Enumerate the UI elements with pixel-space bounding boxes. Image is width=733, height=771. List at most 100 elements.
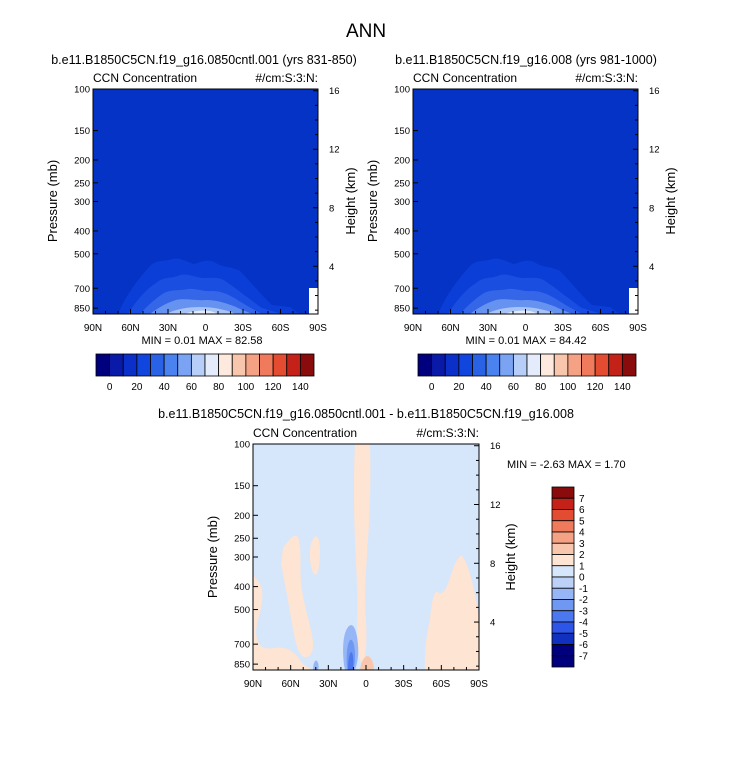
colorbar-label: -4 — [579, 618, 588, 629]
colorbar-label: -5 — [579, 629, 588, 640]
colorbar-swatch — [177, 353, 192, 377]
panel-difference-pos-blob — [310, 536, 321, 575]
colorbar-label: 0 — [429, 382, 435, 393]
colorbar-label: 20 — [453, 382, 465, 393]
colorbar-label: 1 — [579, 561, 585, 572]
colorbar-label: 5 — [579, 516, 585, 527]
colorbar-label: 100 — [560, 382, 577, 393]
y2-tick-label: 4 — [329, 262, 334, 273]
panel-difference: b.e11.B1850C5CN.f19_g16.0850cntl.001 - b… — [158, 407, 626, 690]
colorbar-swatch — [567, 353, 582, 377]
colorbar-swatch — [218, 353, 233, 377]
colorbar-swatch — [136, 353, 151, 377]
panel-control-left-label: CCN Concentration — [93, 71, 197, 85]
y-tick-label: 250 — [394, 178, 410, 189]
y-tick-label: 150 — [394, 126, 410, 137]
colorbar-swatch — [150, 353, 165, 377]
x-tick-label: 90N — [244, 679, 262, 690]
colorbar-swatch — [458, 353, 473, 377]
colorbar-swatch — [272, 353, 288, 377]
y-tick-label: 100 — [234, 440, 250, 451]
colorbar-swatch — [163, 353, 179, 377]
colorbar-swatch — [551, 587, 575, 600]
colorbar-swatch — [431, 353, 446, 377]
panel-difference-pos-right — [424, 555, 479, 670]
colorbar-swatch — [512, 353, 528, 377]
colorbar-swatch — [299, 353, 315, 377]
panel-experiment-title: b.e11.B1850C5CN.f19_g16.008 (yrs 981-100… — [395, 53, 657, 67]
panel-experiment-blank — [629, 288, 638, 314]
panel-difference-pos-left — [253, 575, 320, 670]
colorbar-swatch — [540, 353, 555, 377]
panel-control-axes: 90N 60N 30N 0 30S 60S 90S 100 150 200 250 300 400 500… — [74, 85, 339, 335]
colorbar-swatch — [551, 520, 575, 533]
colorbar-label: 3 — [579, 539, 585, 550]
colorbar-swatch — [608, 353, 623, 377]
x-tick-label: 60N — [121, 323, 139, 334]
colorbar-label: 0 — [579, 573, 585, 584]
colorbar-swatch — [551, 497, 575, 510]
colorbar-label: -3 — [579, 606, 588, 617]
panel-experiment-y2label: Height (km) — [663, 167, 678, 234]
colorbar-label: 6 — [579, 505, 585, 516]
y-tick-label: 150 — [234, 481, 250, 492]
colorbar-label: 4 — [579, 528, 585, 539]
panel-control-y2label: Height (km) — [343, 167, 358, 234]
colorbar-label: 20 — [131, 382, 143, 393]
colorbar-control: 0 20 40 60 80 100 120 140 — [95, 353, 315, 393]
x-tick-label: 90N — [84, 323, 102, 334]
colorbar-swatch — [553, 353, 569, 377]
figure-title: ANN — [346, 21, 386, 42]
y-tick-label: 250 — [234, 534, 250, 545]
panel-difference-pos-surface — [360, 656, 374, 670]
x-tick-label: 30N — [159, 323, 177, 334]
y-tick-label: 300 — [394, 197, 410, 208]
y-tick-label: 400 — [74, 226, 90, 237]
colorbar-swatch — [122, 353, 138, 377]
colorbar-swatch — [551, 486, 575, 499]
y-tick-label: 850 — [74, 304, 90, 315]
y-tick-label: 150 — [74, 126, 90, 137]
x-tick-label: 30S — [395, 679, 413, 690]
x-tick-label: 60S — [432, 679, 450, 690]
x-tick-label: 60N — [281, 679, 299, 690]
colorbar-swatch — [95, 353, 111, 377]
y-tick-label: 200 — [394, 155, 410, 166]
colorbar-label: 120 — [265, 382, 282, 393]
colorbar-label: -6 — [579, 640, 588, 651]
x-tick-label: 60N — [441, 323, 459, 334]
colorbar-swatch — [231, 353, 247, 377]
colorbar-label: 120 — [587, 382, 604, 393]
x-tick-label: 30N — [479, 323, 497, 334]
x-tick-label: 60S — [272, 323, 290, 334]
x-tick-label: 90S — [309, 323, 327, 334]
colorbar-swatch — [621, 353, 637, 377]
colorbar-swatch — [551, 509, 575, 522]
y-tick-label: 850 — [234, 660, 250, 671]
y-tick-label: 850 — [394, 304, 410, 315]
colorbar-swatch — [286, 353, 301, 377]
panel-difference-stats: MIN = -2.63 MAX = 1.70 — [507, 459, 626, 471]
x-tick-label: 90N — [404, 323, 422, 334]
colorbar-swatch — [551, 576, 575, 589]
y-tick-label: 700 — [234, 640, 250, 651]
colorbar-swatch — [551, 621, 575, 634]
x-tick-label: 30S — [234, 323, 252, 334]
x-tick-label: 0 — [523, 323, 529, 334]
colorbar-swatch — [444, 353, 460, 377]
y-tick-label: 700 — [394, 284, 410, 295]
colorbar-swatch — [526, 353, 542, 377]
y2-tick-label: 16 — [490, 441, 501, 452]
y2-tick-label: 16 — [649, 86, 660, 97]
panel-experiment: b.e11.B1850C5CN.f19_g16.008 (yrs 981-100… — [365, 53, 678, 347]
colorbar-label: -7 — [579, 651, 588, 662]
colorbar-swatch — [551, 565, 575, 578]
colorbar-swatch — [551, 542, 575, 555]
y-tick-label: 500 — [74, 249, 90, 260]
colorbar-swatch — [581, 353, 596, 377]
y-tick-label: 100 — [394, 85, 410, 96]
colorbar-swatch — [551, 610, 575, 623]
colorbar-swatch — [472, 353, 487, 377]
colorbar-swatch — [594, 353, 610, 377]
